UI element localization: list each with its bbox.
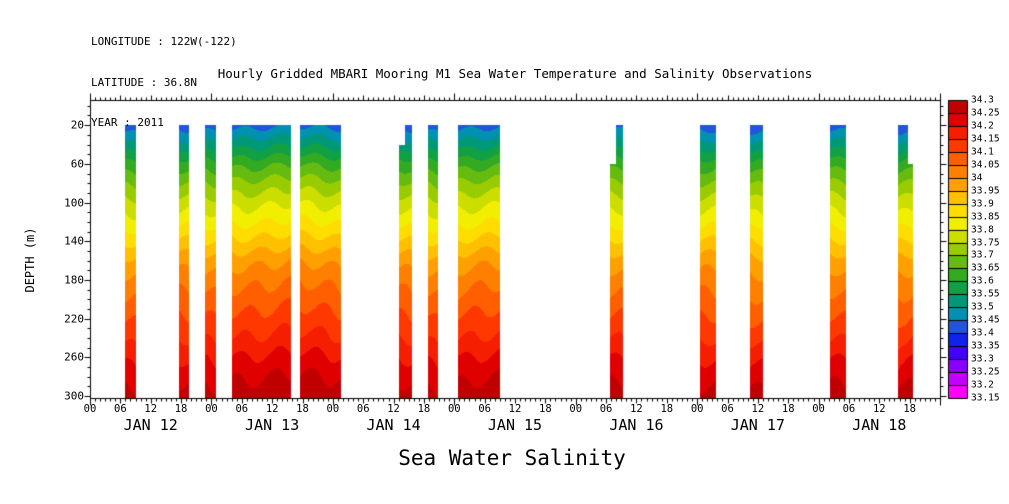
colorbar-tick-label: 33.7: [971, 249, 994, 261]
x-tick-label: 12: [872, 403, 886, 415]
colorbar-tick-label: 34.25: [971, 107, 1000, 119]
y-tick-label: 300: [64, 389, 84, 403]
colorbar-tick-label: 33.25: [971, 366, 1000, 378]
y-tick-label: 60: [70, 157, 84, 171]
x-tick-label: 18: [781, 403, 795, 415]
x-tick-label: 12: [387, 403, 400, 415]
colorbar-tick-label: 34.1: [971, 146, 994, 158]
x-tick-label: 12: [508, 403, 522, 415]
x-tick-label: 12: [265, 403, 279, 415]
y-tick-label: 180: [64, 273, 84, 287]
chart-subtitle: Sea Water Salinity: [398, 446, 626, 470]
x-tick-label: 00: [569, 403, 583, 415]
x-day-label: JAN 17: [730, 416, 785, 434]
x-tick-label: 18: [539, 403, 552, 415]
colorbar-tick-label: 34.05: [971, 159, 1000, 171]
x-tick-label: 18: [660, 403, 674, 415]
y-tick-label: 100: [64, 196, 84, 210]
colorbar-tick-label: 33.15: [971, 392, 1000, 404]
x-tick-label: 00: [812, 403, 825, 415]
longitude-label: LONGITUDE : 122W(-122): [91, 35, 237, 48]
plot-header: LONGITUDE : 122W(-122) LATITUDE : 36.8N …: [91, 8, 237, 143]
colorbar-tick-label: 34.2: [971, 120, 994, 132]
x-day-label: JAN 18: [852, 416, 907, 434]
x-tick-label: 06: [721, 403, 734, 415]
x-tick-label: 06: [114, 403, 127, 415]
colorbar-tick-label: 33.3: [971, 353, 994, 365]
colorbar-tick-label: 33.5: [971, 301, 994, 313]
x-day-label: JAN 12: [123, 416, 178, 434]
x-tick-label: 18: [903, 403, 916, 415]
year-label: YEAR : 2011: [91, 116, 164, 129]
chart-title: Hourly Gridded MBARI Mooring M1 Sea Wate…: [217, 66, 813, 81]
colorbar-tick-label: 33.65: [971, 262, 1000, 274]
y-tick-label: 20: [70, 118, 84, 132]
colorbar-tick-label: 33.75: [971, 237, 1000, 249]
colorbar-tick-label: 33.95: [971, 185, 1000, 197]
colorbar-tick-label: 33.6: [971, 275, 994, 287]
x-tick-label: 06: [235, 403, 249, 415]
colorbar-tick-label: 33.85: [971, 211, 1000, 223]
y-tick-label: 260: [64, 350, 84, 364]
colorbar-tick-label: 33.55: [971, 288, 1000, 300]
x-tick-label: 00: [83, 403, 97, 415]
y-axis-label: DEPTH (m): [23, 227, 37, 293]
colorbar-tick-label: 34.3: [971, 94, 994, 106]
x-tick-label: 06: [842, 403, 856, 415]
x-tick-label: 00: [326, 403, 340, 415]
x-day-label: JAN 13: [245, 416, 300, 434]
colorbar-tick-label: 34.15: [971, 133, 1000, 145]
colorbar-tick-label: 33.8: [971, 224, 994, 236]
x-tick-label: 12: [144, 403, 158, 415]
x-tick-label: 12: [630, 403, 643, 415]
y-tick-label: 220: [64, 312, 84, 326]
x-tick-label: 18: [417, 403, 431, 415]
x-tick-label: 06: [478, 403, 491, 415]
x-tick-label: 12: [751, 403, 765, 415]
colorbar-tick-label: 34: [971, 172, 983, 184]
colorbar-tick-label: 33.4: [971, 327, 994, 339]
y-tick-label: 140: [64, 234, 84, 248]
colorbar-tick-label: 33.35: [971, 340, 1000, 352]
x-day-label: JAN 16: [609, 416, 664, 434]
x-tick-label: 06: [599, 403, 613, 415]
latitude-label: LATITUDE : 36.8N: [91, 75, 197, 89]
x-tick-label: 00: [447, 403, 461, 415]
x-day-label: JAN 14: [366, 416, 421, 434]
x-day-label: JAN 15: [487, 416, 543, 434]
x-tick-label: 00: [205, 403, 218, 415]
colorbar-tick-label: 33.9: [971, 198, 994, 210]
x-tick-label: 18: [296, 403, 309, 415]
x-tick-label: 00: [690, 403, 704, 415]
colorbar-tick-label: 33.45: [971, 314, 1000, 326]
x-tick-label: 18: [174, 403, 188, 415]
x-tick-label: 06: [356, 403, 370, 415]
colorbar-tick-label: 33.2: [971, 379, 994, 391]
